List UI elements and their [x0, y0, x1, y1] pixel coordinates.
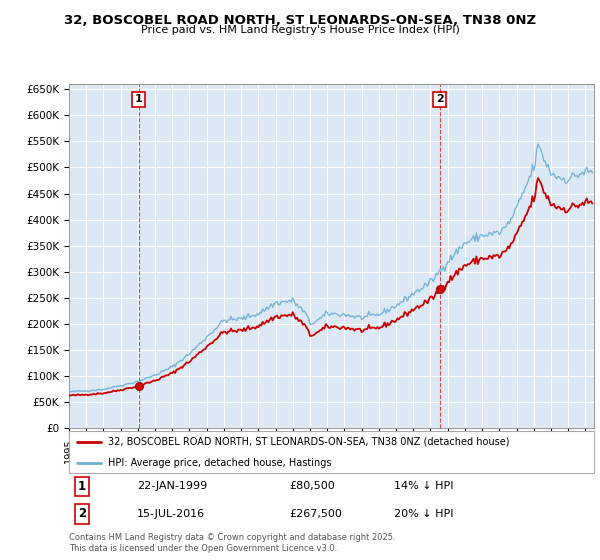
Text: 1: 1 [78, 480, 86, 493]
Text: 20% ↓ HPI: 20% ↓ HPI [395, 509, 454, 519]
Text: 32, BOSCOBEL ROAD NORTH, ST LEONARDS-ON-SEA, TN38 0NZ: 32, BOSCOBEL ROAD NORTH, ST LEONARDS-ON-… [64, 14, 536, 27]
Text: 14% ↓ HPI: 14% ↓ HPI [395, 482, 454, 491]
Text: £80,500: £80,500 [290, 482, 335, 491]
Text: 32, BOSCOBEL ROAD NORTH, ST LEONARDS-ON-SEA, TN38 0NZ (detached house): 32, BOSCOBEL ROAD NORTH, ST LEONARDS-ON-… [109, 437, 510, 447]
Text: £267,500: £267,500 [290, 509, 343, 519]
Text: Contains HM Land Registry data © Crown copyright and database right 2025.
This d: Contains HM Land Registry data © Crown c… [69, 533, 395, 553]
Text: HPI: Average price, detached house, Hastings: HPI: Average price, detached house, Hast… [109, 458, 332, 468]
Text: 2: 2 [78, 507, 86, 520]
Text: 22-JAN-1999: 22-JAN-1999 [137, 482, 208, 491]
Text: 2: 2 [436, 95, 443, 105]
Text: Price paid vs. HM Land Registry's House Price Index (HPI): Price paid vs. HM Land Registry's House … [140, 25, 460, 35]
Text: 1: 1 [135, 95, 143, 105]
Text: 15-JUL-2016: 15-JUL-2016 [137, 509, 205, 519]
